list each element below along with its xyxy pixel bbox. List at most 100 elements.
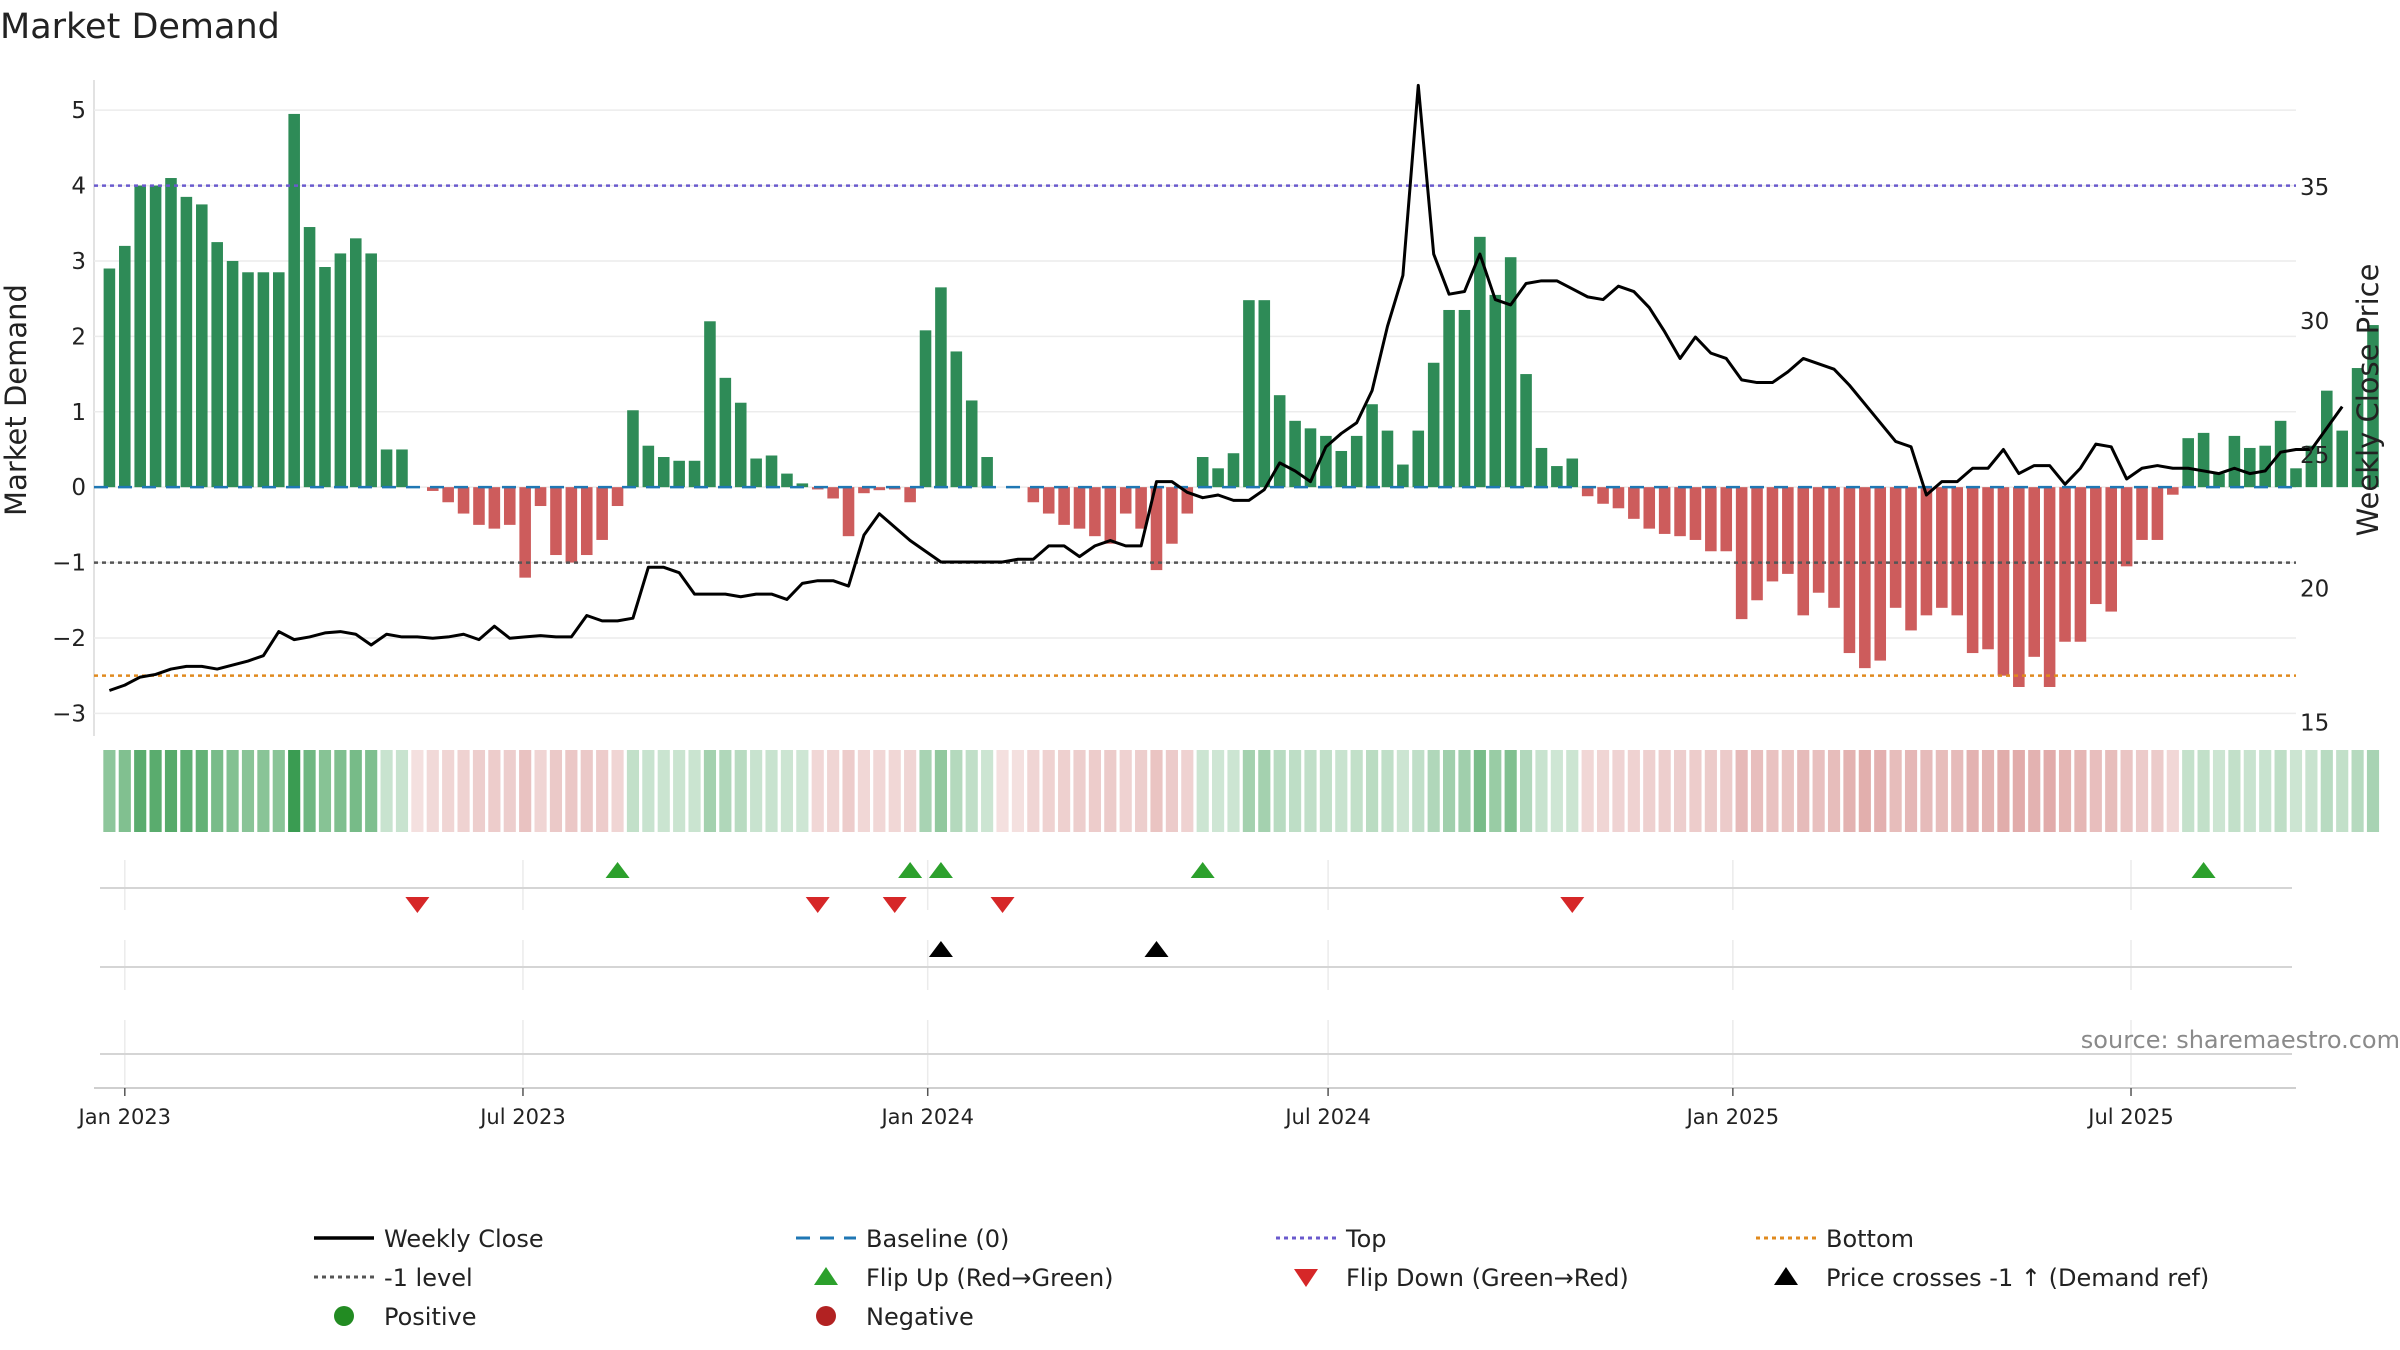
demand-tile [472,750,486,832]
demand-tile [2351,750,2364,832]
demand-tile [1304,750,1317,832]
flip-up-marker [928,862,953,878]
price-cross-panel [100,940,2292,990]
demand-bar [1612,487,1625,509]
demand-bar [981,457,993,488]
demand-bar [165,178,177,488]
demand-tile [534,750,547,832]
reference-levels [94,184,2296,677]
demand-tile [1027,750,1040,832]
demand-tile [765,750,778,832]
demand-tile [1643,750,1656,832]
demand-tile [365,750,378,832]
demand-tile [1258,750,1271,832]
demand-bar [673,460,685,488]
demand-tile [626,750,640,832]
x-tick-label: Jan 2023 [77,1105,172,1129]
demand-tile [349,750,362,832]
demand-bar [1381,430,1394,488]
demand-bar [1951,487,1964,616]
demand-bar [1350,435,1363,488]
flip-down-marker [882,897,907,913]
demand-bar [380,449,393,488]
demand-bar [904,487,916,503]
demand-tile [1704,750,1717,832]
demand-bar [2321,390,2333,488]
demand-tile [1273,750,1286,832]
y-tick-label: −2 [52,626,86,652]
demand-tile [1119,750,1132,832]
price-axis: 15 20 25 30 35 [2300,175,2329,737]
demand-bar [1504,257,1517,488]
flip-up-marker [898,862,923,878]
x-tick-label: Jul 2023 [478,1105,565,1129]
demand-bar [1812,487,1825,593]
demand-bar [2197,432,2210,488]
demand-bar [1474,236,1486,488]
demand-bar [1119,487,1132,514]
demand-tile [950,750,963,832]
weekly-close-series [108,83,2344,692]
demand-tile [1827,750,1841,832]
demand-tile [2289,750,2303,832]
demand-bar [1166,487,1178,544]
demand-tile [1489,750,1502,832]
demand-tile [257,750,270,832]
demand-bar [1089,487,1101,537]
demand-tile [1011,750,1024,832]
y2-axis-label: Weekly Close Price [2351,264,2385,537]
demand-tile [503,750,516,832]
demand-tile [1966,750,1979,832]
demand-tile [1150,750,1163,832]
demand-bar [1397,464,1409,488]
demand-bar [1412,430,1425,488]
demand-tile [272,750,285,832]
gridlines [93,80,2296,736]
demand-bar [750,458,762,488]
demand-bar [288,113,300,488]
demand-bar [919,330,932,488]
legend-label: Flip Down (Green→Red) [1346,1264,1629,1292]
legend-symbol-triangle-up [1774,1267,1798,1285]
demand-tile [2336,750,2349,832]
demand-bar [1628,487,1640,519]
demand-bar [1042,487,1055,514]
demand-tile [2028,750,2041,832]
demand-tile [2259,750,2272,832]
demand-bar [1073,487,1086,529]
y-tick-label: 0 [71,475,86,501]
demand-tile [1997,750,2010,832]
demand-bar [1320,435,1332,488]
demand-tile [750,750,763,832]
legend-label: Weekly Close [384,1225,544,1253]
demand-tile [888,750,901,832]
demand-bar [1581,487,1594,497]
demand-tile [657,750,670,832]
demand-bar [1243,300,1255,488]
demand-bar [534,487,547,507]
demand-tile [1319,750,1332,832]
demand-bar [396,449,408,488]
y-tick-label: 5 [71,98,86,124]
demand-bar [2105,487,2117,612]
demand-tile [2105,750,2118,832]
demand-tile [719,750,732,832]
x-tick-label: Jul 2024 [1283,1105,1370,1129]
demand-bar [1936,487,1948,608]
demand-tile [2274,750,2287,832]
flip-up-marker [2191,862,2216,878]
demand-tile [873,750,886,832]
demand-tile [1781,750,1794,832]
price-cross-marker [928,941,953,957]
y-tick-label: 3 [71,249,86,275]
flip-down-marker [990,897,1015,913]
demand-bar [950,351,963,488]
demand-bar [2043,487,2056,687]
demand-tile [103,750,116,832]
y-tick-label: 1 [71,400,86,426]
demand-bar [1366,404,1378,488]
flip-down-marker [1560,897,1585,913]
demand-bar [119,245,131,488]
demand-bar [488,487,501,529]
